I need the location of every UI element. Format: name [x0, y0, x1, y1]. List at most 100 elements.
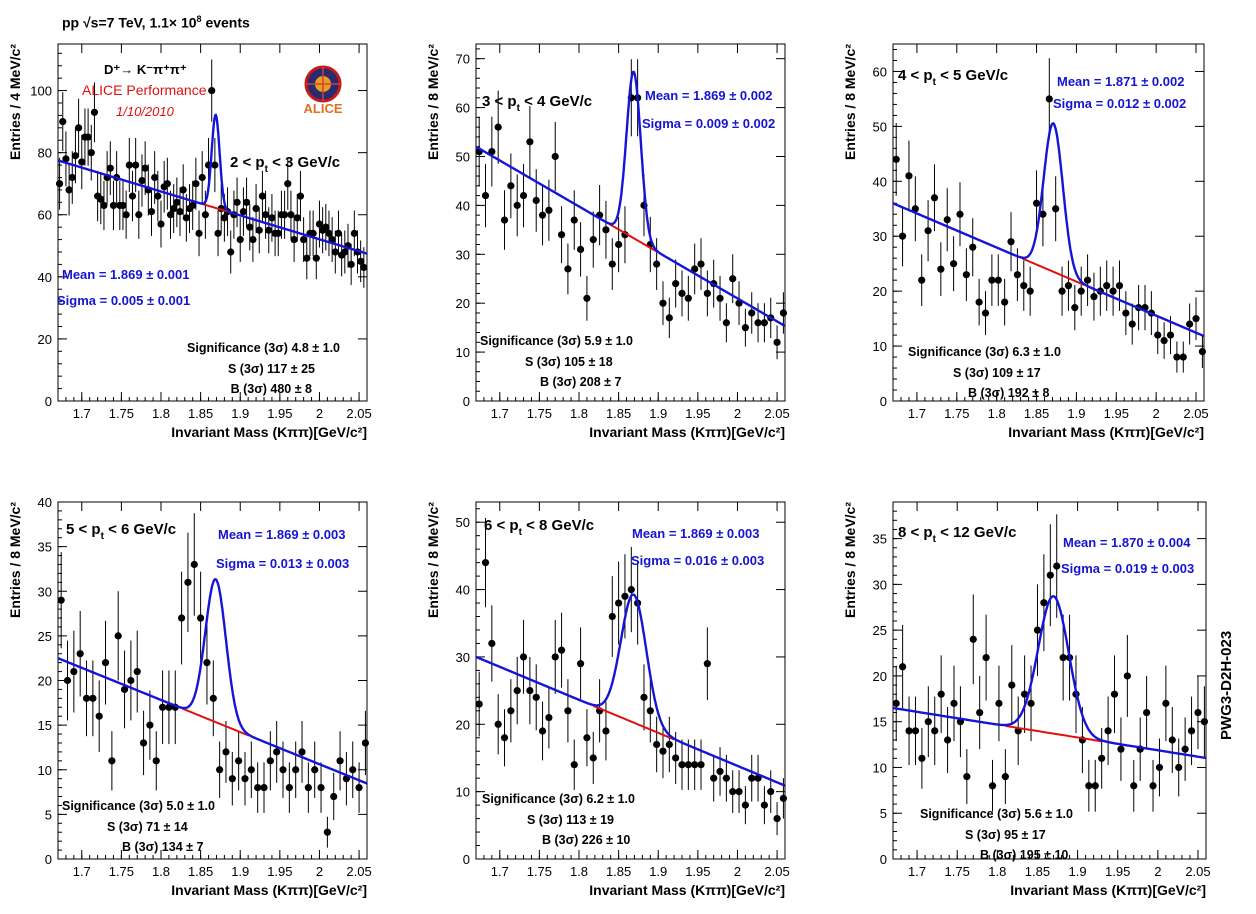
data-point: [1021, 655, 1029, 734]
data-marker: [526, 687, 534, 695]
data-point: [90, 82, 99, 143]
data-marker: [716, 294, 724, 302]
data-point: [284, 157, 292, 210]
y-axis-label: Entries / 8 MeV/c²: [842, 502, 858, 618]
data-point: [260, 762, 268, 813]
data-marker: [341, 248, 349, 256]
y-tick-label: 40: [38, 270, 52, 285]
data-marker: [538, 211, 547, 219]
significance-line: B (3σ) 134 ± 7: [122, 840, 203, 854]
y-tick-label: 0: [45, 394, 52, 409]
alice-logo: ALICE: [304, 65, 343, 116]
data-point: [507, 153, 515, 219]
x-tick-label: 1.85: [188, 406, 213, 421]
data-point: [898, 206, 907, 267]
data-marker: [247, 766, 255, 774]
x-tick-label: 2.05: [1185, 864, 1210, 879]
data-point: [274, 210, 282, 257]
data-point: [659, 724, 667, 779]
data-marker: [1008, 681, 1016, 689]
data-marker: [75, 124, 83, 132]
data-point: [969, 594, 977, 685]
plot-frame: [892, 43, 1205, 402]
data-marker: [236, 235, 244, 244]
x-tick-label: 1.95: [685, 864, 710, 879]
panel-title: 6 < pt < 8 GeV/c: [484, 517, 594, 538]
data-point: [1026, 266, 1034, 316]
data-marker: [615, 599, 623, 607]
data-point: [309, 210, 317, 257]
data-marker: [82, 694, 91, 702]
fit-mean-label: Mean = 1.871 ± 0.002: [1057, 74, 1184, 89]
data-point: [190, 513, 198, 616]
data-marker: [653, 740, 661, 749]
data-marker: [1058, 287, 1066, 295]
background-fit-line: [1005, 724, 1102, 743]
data-marker: [63, 676, 72, 685]
data-marker: [268, 214, 276, 222]
data-marker: [1001, 298, 1009, 306]
data-marker: [1143, 708, 1151, 717]
data-marker: [779, 309, 788, 317]
data-marker: [141, 164, 149, 172]
x-tick-label: 1.8: [570, 406, 588, 421]
data-marker: [1020, 282, 1028, 290]
data-point: [1155, 738, 1164, 797]
data-point: [349, 741, 357, 798]
panel-title: 2 < pt < 3 GeV/c: [230, 154, 340, 175]
data-marker: [315, 220, 324, 228]
x-tick-label: 2.05: [1183, 406, 1208, 421]
data-marker: [350, 229, 358, 237]
data-marker: [228, 775, 236, 783]
data-point: [255, 207, 263, 254]
data-marker: [918, 276, 926, 284]
data-point: [729, 770, 737, 813]
data-point: [653, 238, 661, 290]
x-tick-label: 1.85: [606, 864, 631, 879]
data-point: [189, 180, 197, 231]
data-marker: [918, 754, 926, 762]
data-point: [564, 243, 572, 295]
data-marker: [298, 748, 306, 756]
data-point: [500, 190, 509, 250]
y-tick-label: 30: [456, 650, 470, 665]
data-marker: [684, 761, 692, 769]
fit-sigma-label: Sigma = 0.013 ± 0.003: [216, 556, 349, 571]
data-point: [304, 762, 312, 813]
data-marker: [1175, 763, 1183, 772]
side-tag: PWG3-D2H-023: [1218, 630, 1235, 740]
data-marker: [576, 660, 585, 668]
data-point: [1046, 524, 1054, 627]
data-point: [246, 203, 254, 251]
data-point: [678, 739, 686, 790]
y-tick-label: 70: [456, 52, 470, 67]
data-marker: [360, 263, 368, 272]
significance-line: Significance (3σ) 6.3 ± 1.0: [908, 345, 1061, 359]
data-point: [583, 709, 591, 767]
data-point: [1175, 738, 1183, 797]
data-marker: [296, 192, 305, 200]
data-marker: [322, 223, 330, 231]
data-marker: [1098, 754, 1106, 762]
data-marker: [249, 235, 257, 244]
data-marker: [627, 585, 635, 594]
data-point: [108, 731, 116, 791]
data-marker: [1130, 782, 1138, 790]
data-point: [165, 670, 173, 745]
data-point: [296, 170, 305, 222]
x-axis-label: Invariant Mass (Kππ)[GeV/c²]: [1010, 882, 1206, 898]
data-point: [147, 187, 156, 236]
data-marker: [905, 172, 913, 180]
data-marker: [532, 693, 540, 701]
data-marker: [760, 801, 769, 809]
data-point: [182, 193, 190, 242]
data-marker: [899, 663, 907, 671]
data-marker: [119, 201, 127, 210]
data-marker: [274, 229, 282, 237]
data-marker: [1122, 309, 1130, 317]
data-point: [918, 727, 926, 789]
y-tick-label: 10: [38, 763, 52, 778]
signal-fit-line: [475, 593, 786, 787]
data-marker: [589, 236, 597, 244]
y-tick-label: 35: [873, 532, 887, 547]
